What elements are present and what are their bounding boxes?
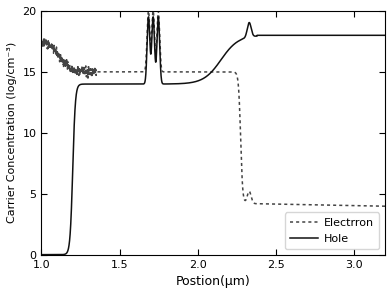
Hole — [39, 253, 44, 256]
Electrron — [146, 9, 151, 13]
Hole — [243, 35, 247, 39]
Electrron — [258, 202, 262, 206]
Electrron — [56, 52, 61, 56]
Legend: Electrron, Hole: Electrron, Hole — [285, 212, 379, 249]
Hole — [312, 34, 317, 37]
Y-axis label: Carrier Concentration (log/cm⁻³): Carrier Concentration (log/cm⁻³) — [7, 42, 17, 223]
Electrron — [163, 70, 168, 74]
Hole — [258, 34, 262, 37]
Electrron — [243, 199, 247, 202]
Electrron — [312, 203, 317, 206]
Hole — [294, 34, 299, 37]
Hole — [383, 34, 387, 37]
Line: Hole: Hole — [42, 17, 385, 255]
Electrron — [294, 203, 299, 206]
Hole — [163, 82, 168, 86]
Hole — [56, 253, 61, 256]
Electrron — [383, 204, 387, 208]
Hole — [151, 15, 156, 19]
Line: Electrron: Electrron — [42, 11, 385, 206]
Electrron — [39, 39, 44, 43]
X-axis label: Postion(μm): Postion(μm) — [176, 275, 250, 288]
